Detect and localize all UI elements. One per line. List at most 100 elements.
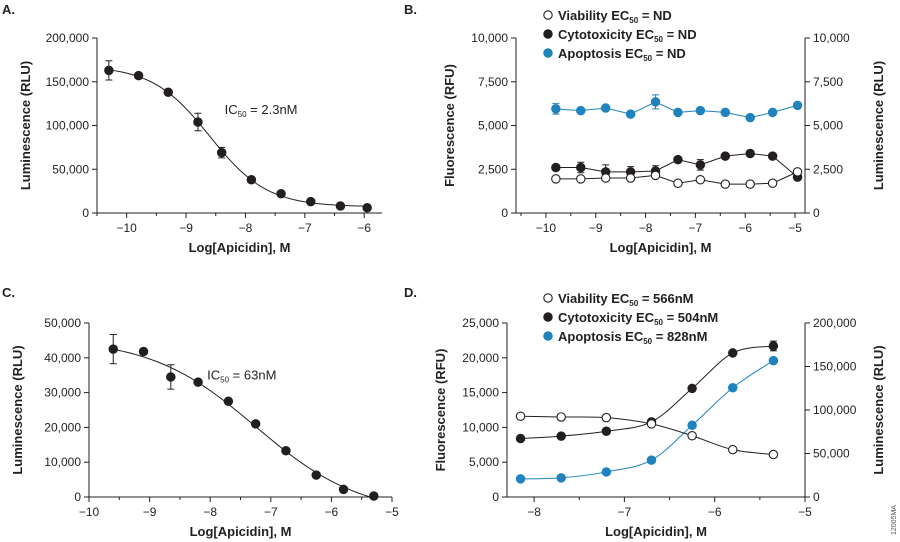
panel-b-y-tick-label: 10,000 bbox=[471, 31, 508, 45]
panel-c-y-tick-label: 40,000 bbox=[44, 351, 81, 365]
panel-b-apoptosis-data-point bbox=[673, 107, 683, 118]
figure-code: 12005MA bbox=[891, 505, 898, 535]
panel-d-viability-data-point bbox=[556, 412, 566, 422]
panel-b-y2-axis-label: Luminescence (RLU) bbox=[871, 61, 886, 190]
panel-b-legend-entry-1: Viability EC50 = ND bbox=[558, 8, 672, 25]
panel-d-y-axis-label: Fluorescence (RFU) bbox=[433, 349, 448, 472]
panel-d-viability-data-point bbox=[515, 411, 526, 422]
panel-b-y-tick-label: 7,500 bbox=[478, 75, 508, 89]
panel-d-y-tick-label: 10,000 bbox=[462, 420, 499, 434]
panel-d-x-tick-label: −6 bbox=[708, 505, 722, 519]
panel-b-cytotoxicity-data-point bbox=[576, 162, 586, 173]
panel-c-x-tick-label: −10 bbox=[79, 505, 100, 519]
panel-b-x-tick-label: −7 bbox=[689, 221, 703, 235]
panel-d-x-axis-label: Log[Apicidin], M bbox=[605, 524, 707, 539]
panel-d-cytotoxicity-data-point bbox=[687, 383, 697, 394]
panel-b-x-tick-label: −10 bbox=[536, 221, 557, 235]
panel-a-series-1-series bbox=[104, 60, 372, 213]
panel-d-x-tick-label: −5 bbox=[798, 505, 812, 519]
panel-d-y-tick-label: 25,000 bbox=[462, 316, 499, 330]
panel-a-y-tick-label: 0 bbox=[82, 206, 89, 220]
panel-d-legend-entry-3: Apoptosis EC50 = 828nM bbox=[558, 329, 707, 346]
panel-d-y-tick-label: 20,000 bbox=[462, 351, 499, 365]
panel-b-viability-data-point bbox=[576, 174, 586, 184]
panel-c-series-1-data-point bbox=[223, 396, 234, 407]
panel-b-legend-marker-2 bbox=[543, 29, 553, 39]
panel-b-viability-data-point bbox=[767, 178, 778, 189]
panel-c-y-tick-label: 50,000 bbox=[44, 316, 81, 330]
panel-d-cytotoxicity-data-point bbox=[515, 433, 526, 444]
panel-a-x-axis-label: Log[Apicidin], M bbox=[189, 240, 291, 255]
panel-c-ic50-annotation: IC50 = 63nM bbox=[207, 368, 276, 385]
panel-d-label: D. bbox=[404, 285, 417, 300]
panel-d-legend-marker-3 bbox=[543, 331, 553, 341]
panel-b-y2-tick-label: 2,500 bbox=[813, 162, 843, 176]
panel-b-y2-tick-label: 0 bbox=[813, 206, 820, 220]
panel-d-viability-data-point bbox=[687, 431, 697, 441]
panel-c-label: C. bbox=[2, 285, 15, 300]
panel-a-y-tick-label: 200,000 bbox=[46, 31, 90, 45]
panel-d-y2-tick-label: 50,000 bbox=[813, 447, 850, 461]
panel-d-y2-axis-label: Luminescence (RLU) bbox=[871, 345, 886, 474]
panel-b-apoptosis-data-point bbox=[720, 107, 731, 118]
panel-a-y-tick-label: 100,000 bbox=[46, 119, 90, 133]
panel-b-apoptosis-data-point bbox=[745, 112, 755, 123]
panel-c-series-1-data-point bbox=[311, 470, 321, 480]
panel-d-cytotoxicity-series bbox=[515, 340, 779, 444]
panel-d-viability-data-point bbox=[728, 444, 738, 455]
panel-a-series-1-data-point bbox=[305, 196, 316, 207]
panel-c-series-1-data-point bbox=[338, 484, 349, 495]
panel-a-series-1-data-point bbox=[276, 189, 286, 199]
panel-d-x-tick-label: −7 bbox=[618, 505, 632, 519]
panel-c-series-1-series bbox=[108, 333, 379, 501]
panel-b-x-tick-label: −9 bbox=[589, 221, 603, 235]
panel-c-x-tick-label: −5 bbox=[385, 505, 399, 519]
panel-d-chart: D. 0 5,000 10,000 15,000 20,000 25,000 0 50,000 1… bbox=[404, 285, 886, 539]
panel-a-y-tick-label: 50,000 bbox=[52, 162, 89, 176]
panel-b-x-tick-label: −6 bbox=[738, 221, 752, 235]
panel-b-viability-series bbox=[551, 167, 803, 189]
panel-d-y-tick-label: 15,000 bbox=[462, 386, 499, 400]
panel-c-series-1-data-point bbox=[138, 346, 149, 357]
panel-b-cytotoxicity-data-point bbox=[720, 151, 731, 161]
panel-d-apoptosis-data-point bbox=[515, 474, 526, 484]
panel-b-apoptosis-data-point bbox=[600, 103, 611, 113]
panel-a-x-tick-label: −7 bbox=[298, 221, 312, 235]
panel-a-x-tick-label: −10 bbox=[117, 221, 138, 235]
panel-b-legend-entry-2: Cytotoxicity EC50 = ND bbox=[558, 27, 697, 44]
panel-c-series-1-data-point bbox=[281, 445, 291, 456]
panel-b-viability-data-point bbox=[673, 178, 683, 189]
panel-c-y-tick-label: 10,000 bbox=[44, 455, 81, 469]
panel-a-series-1-data-point bbox=[246, 175, 257, 185]
panel-b-viability-data-point bbox=[695, 175, 706, 185]
panel-c-y-axis-label: Luminescence (RLU) bbox=[10, 345, 25, 474]
panel-b-apoptosis-data-point bbox=[625, 109, 636, 119]
panel-d-y-tick-label: 0 bbox=[492, 490, 499, 504]
panel-b-viability-data-point bbox=[720, 179, 731, 189]
panel-b-cytotoxicity-data-point bbox=[695, 160, 706, 170]
panel-b-cytotoxicity-data-point bbox=[767, 151, 778, 161]
panel-b-apoptosis-series bbox=[551, 94, 803, 123]
panel-d-viability-series bbox=[515, 411, 779, 460]
panel-b-y-tick-label: 2,500 bbox=[478, 162, 508, 176]
panel-d-legend-marker-2 bbox=[543, 312, 553, 322]
panel-c-series-1-data-point bbox=[166, 372, 176, 382]
panel-b-cytotoxicity-data-point bbox=[673, 154, 683, 165]
panel-a-chart: A. 0 50,000 100,000 150,000 200,000 −10 −9 −8 −7 −… bbox=[2, 2, 382, 255]
panel-b-apoptosis-data-point bbox=[650, 97, 661, 107]
panel-b-y2-tick-label: 7,500 bbox=[813, 75, 843, 89]
panel-a-x-tick-label: −9 bbox=[179, 221, 193, 235]
panel-d-viability-data-point bbox=[601, 412, 612, 423]
panel-a-x-tick-label: −8 bbox=[239, 221, 253, 235]
panel-b-x-axis-label: Log[Apicidin], M bbox=[610, 240, 712, 255]
panel-b-legend-marker-1 bbox=[543, 10, 553, 20]
panel-b-legend-entry-3: Apoptosis EC50 = ND bbox=[558, 46, 686, 63]
panel-b-viability-data-point bbox=[600, 173, 611, 183]
panel-a-series-1-data-point bbox=[163, 87, 174, 98]
panel-a-series-1-data-point bbox=[216, 147, 227, 158]
panel-d-apoptosis-data-point bbox=[768, 355, 779, 366]
panel-b-label: B. bbox=[404, 2, 417, 17]
panel-b-y-tick-label: 0 bbox=[501, 206, 508, 220]
panel-c-x-tick-label: −8 bbox=[203, 505, 217, 519]
